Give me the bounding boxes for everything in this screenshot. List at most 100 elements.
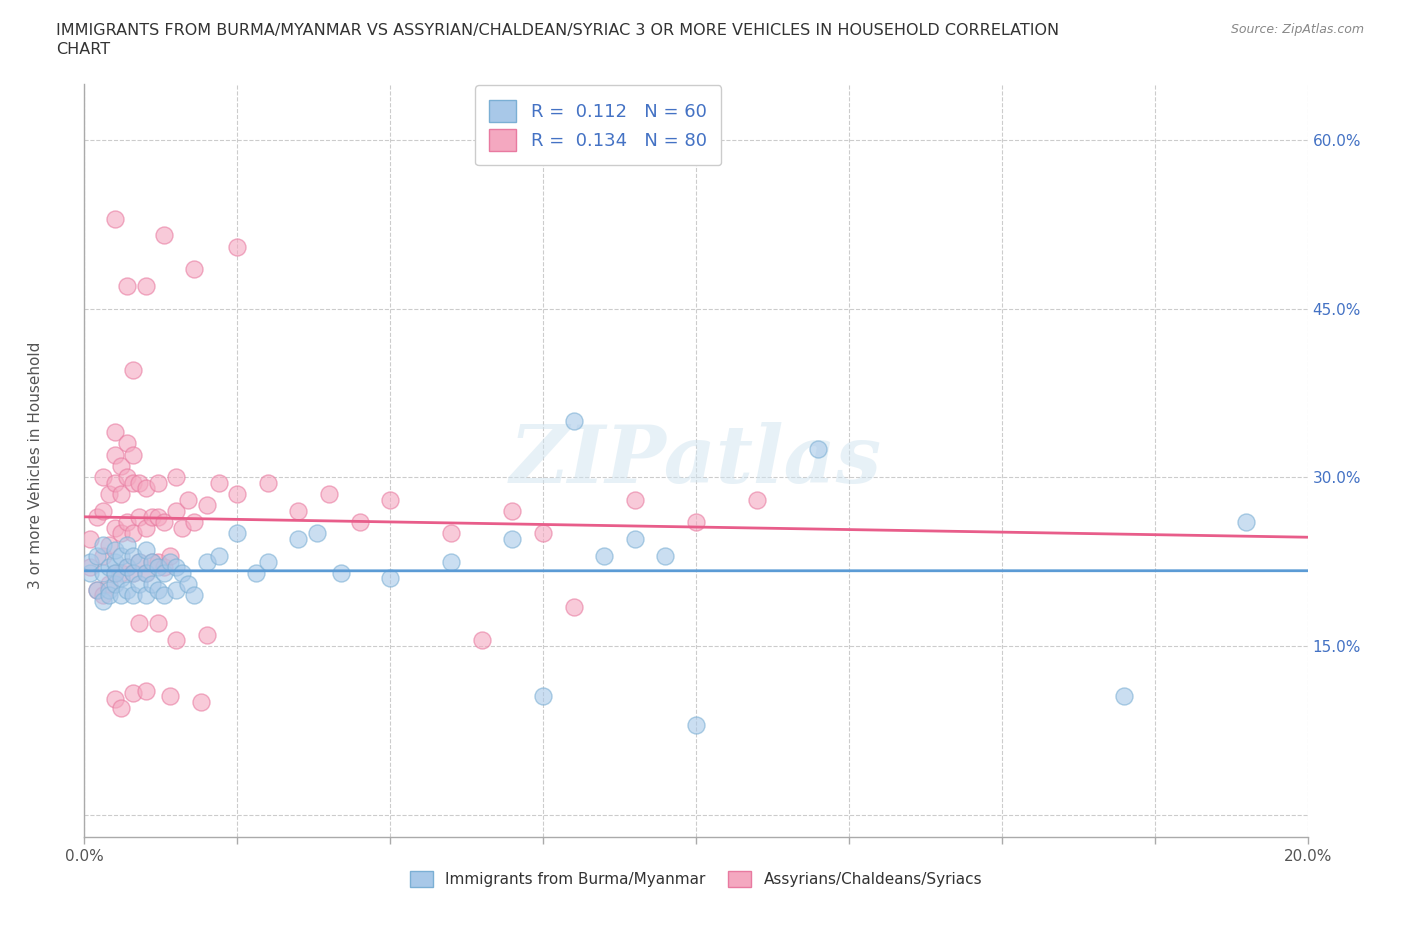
Point [86,582,108,597]
Point [97,582,120,597]
Point [177,492,200,507]
Point [165,632,187,647]
Point [135,279,157,294]
Point [104,565,127,580]
Point [287,532,309,547]
Point [146,582,169,597]
Point [226,239,249,254]
Point [110,458,132,473]
Point [135,543,157,558]
Point [91,549,114,564]
Point [153,565,176,580]
Point [104,475,127,490]
Point [153,228,176,243]
Point [91,538,114,552]
Point [91,503,114,518]
Point [531,526,554,541]
Point [135,684,157,698]
Point [190,695,212,710]
Point [624,492,647,507]
Point [104,554,127,569]
Point [128,475,150,490]
Point [135,588,157,603]
Point [79,532,101,547]
Point [195,498,218,512]
Point [115,582,138,597]
Point [146,554,169,569]
Point [562,414,585,429]
Point [380,571,402,586]
Point [195,554,218,569]
Point [141,554,163,569]
Point [1114,689,1136,704]
Point [128,616,150,631]
Point [135,565,157,580]
Point [159,554,181,569]
Point [141,554,163,569]
Text: 3 or more Vehicles in Household: 3 or more Vehicles in Household [28,341,42,589]
Point [685,514,707,529]
Point [91,470,114,485]
Point [110,549,132,564]
Point [135,481,157,496]
Point [183,261,205,276]
Text: CHART: CHART [56,42,110,57]
Point [183,588,205,603]
Point [141,509,163,524]
Point [330,565,353,580]
Point [91,593,114,608]
Point [110,486,132,501]
Point [146,560,169,575]
Point [165,582,187,597]
Point [305,526,328,541]
Point [318,486,340,501]
Point [146,509,169,524]
Point [104,447,127,462]
Point [208,475,231,490]
Point [159,689,181,704]
Point [122,526,145,541]
Point [122,549,145,564]
Point [226,526,249,541]
Point [104,543,127,558]
Point [593,549,616,564]
Point [128,509,150,524]
Point [104,211,127,226]
Point [104,691,127,706]
Point [115,560,138,575]
Point [257,475,280,490]
Point [86,582,108,597]
Point [440,554,463,569]
Point [146,475,169,490]
Point [562,599,585,614]
Text: IMMIGRANTS FROM BURMA/MYANMAR VS ASSYRIAN/CHALDEAN/SYRIAC 3 OR MORE VEHICLES IN : IMMIGRANTS FROM BURMA/MYANMAR VS ASSYRIA… [56,23,1059,38]
Point [172,565,194,580]
Point [146,616,169,631]
Point [79,554,101,569]
Point [128,554,150,569]
Point [86,509,108,524]
Point [110,526,132,541]
Point [122,565,145,580]
Point [208,549,231,564]
Point [122,588,145,603]
Point [97,486,120,501]
Point [177,577,200,591]
Point [97,588,120,603]
Point [440,526,463,541]
Point [115,279,138,294]
Point [159,549,181,564]
Point [104,425,127,440]
Point [226,486,249,501]
Point [128,577,150,591]
Point [79,565,101,580]
Point [115,538,138,552]
Point [153,588,176,603]
Point [135,565,157,580]
Point [141,577,163,591]
Point [624,532,647,547]
Point [531,689,554,704]
Point [747,492,769,507]
Point [79,560,101,575]
Point [122,475,145,490]
